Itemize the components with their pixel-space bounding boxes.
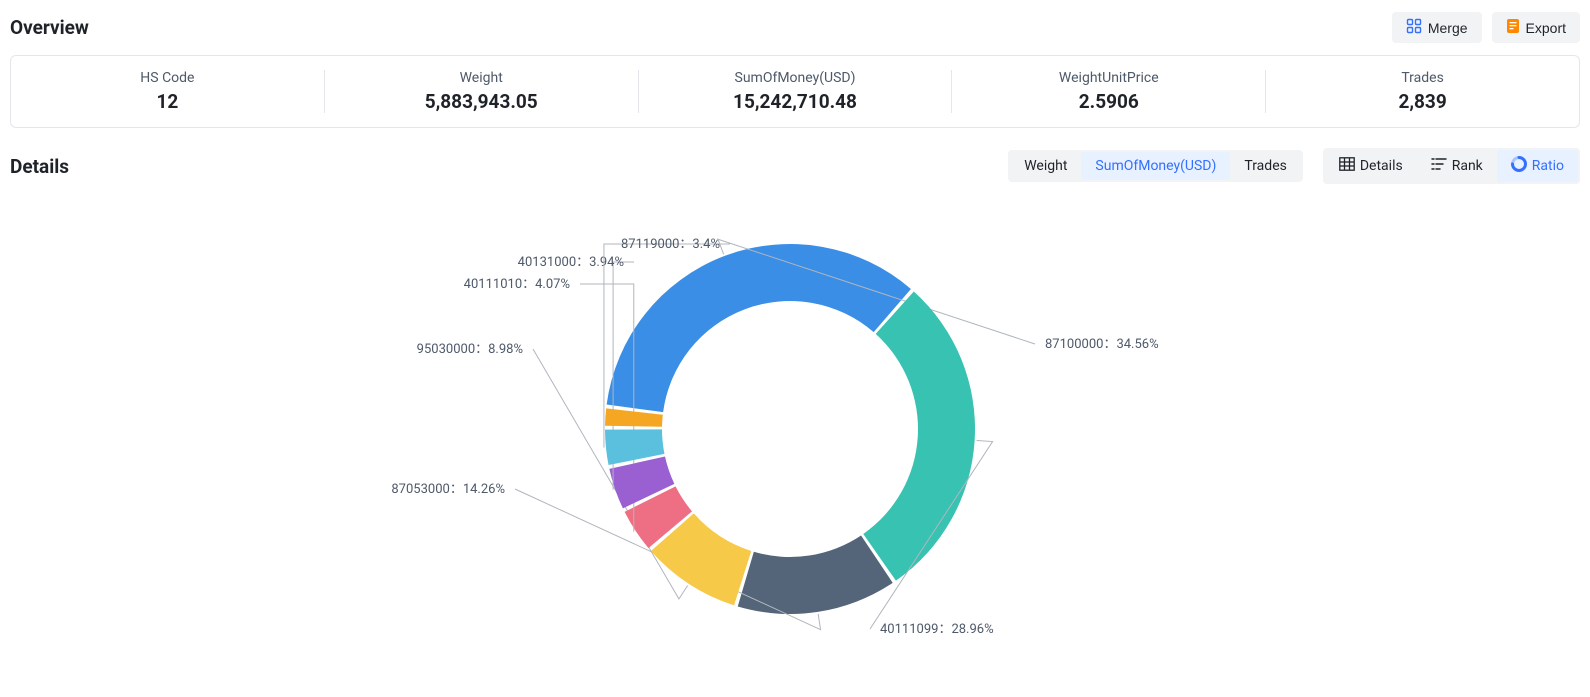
metric-segmented-control: Weight SumOfMoney(USD) Trades bbox=[1008, 150, 1303, 182]
stat-item: SumOfMoney(USD) 15,242,710.48 bbox=[639, 70, 953, 113]
view-tab-rank[interactable]: Rank bbox=[1417, 150, 1497, 182]
seg-label: Ratio bbox=[1532, 158, 1564, 174]
stat-value: 2.5906 bbox=[952, 90, 1265, 113]
view-segmented-control: Details Rank Ratio bbox=[1323, 148, 1580, 184]
donut-slice[interactable] bbox=[607, 244, 911, 412]
stat-value: 15,242,710.48 bbox=[639, 90, 952, 113]
stat-label: Trades bbox=[1266, 70, 1579, 86]
stat-label: Weight bbox=[325, 70, 638, 86]
slice-label: 87053000：14.26% bbox=[391, 482, 505, 497]
overview-title: Overview bbox=[10, 16, 89, 39]
stat-item: HS Code 12 bbox=[11, 70, 325, 113]
view-tab-details[interactable]: Details bbox=[1325, 150, 1417, 182]
stat-value: 5,883,943.05 bbox=[325, 90, 638, 113]
seg-label: SumOfMoney(USD) bbox=[1095, 158, 1216, 174]
merge-button-label: Merge bbox=[1428, 20, 1468, 36]
overview-stats-card: HS Code 12Weight 5,883,943.05SumOfMoney(US… bbox=[10, 55, 1580, 128]
details-title: Details bbox=[10, 155, 69, 178]
metric-tab-sumofmoney-usd-[interactable]: SumOfMoney(USD) bbox=[1081, 152, 1230, 180]
slice-label: 87100000：34.56% bbox=[1045, 337, 1159, 352]
merge-icon bbox=[1406, 18, 1422, 37]
rank-icon bbox=[1431, 157, 1447, 175]
export-button-label: Export bbox=[1526, 20, 1566, 36]
stat-item: Weight 5,883,943.05 bbox=[325, 70, 639, 113]
slice-label: 40131000：3.94% bbox=[518, 255, 624, 270]
metric-tab-weight[interactable]: Weight bbox=[1010, 152, 1081, 180]
export-button[interactable]: Export bbox=[1492, 12, 1580, 43]
slice-label: 40111099：28.96% bbox=[880, 622, 994, 637]
metric-tab-trades[interactable]: Trades bbox=[1230, 152, 1300, 180]
seg-label: Details bbox=[1360, 158, 1403, 174]
header-actions: Merge Export bbox=[1392, 12, 1580, 43]
details-icon bbox=[1339, 157, 1355, 175]
ratio-icon bbox=[1511, 156, 1527, 176]
view-tab-ratio[interactable]: Ratio bbox=[1497, 150, 1578, 182]
stat-label: WeightUnitPrice bbox=[952, 70, 1265, 86]
stat-item: WeightUnitPrice 2.5906 bbox=[952, 70, 1266, 113]
donut-chart: 87100000：34.56% 40111099：28.96% 87053000：1… bbox=[10, 204, 1580, 654]
export-icon bbox=[1506, 18, 1520, 37]
donut-slice[interactable] bbox=[863, 292, 975, 581]
slice-label: 40111010：4.07% bbox=[464, 277, 570, 292]
stat-label: SumOfMoney(USD) bbox=[639, 70, 952, 86]
seg-label: Weight bbox=[1024, 158, 1067, 174]
stat-value: 12 bbox=[11, 90, 324, 113]
slice-label: 95030000：8.98% bbox=[417, 342, 523, 357]
stat-item: Trades 2,839 bbox=[1266, 70, 1579, 113]
stat-value: 2,839 bbox=[1266, 90, 1579, 113]
seg-label: Trades bbox=[1244, 158, 1286, 174]
details-controls: Weight SumOfMoney(USD) Trades Details Rank R… bbox=[1008, 148, 1580, 184]
merge-button[interactable]: Merge bbox=[1392, 12, 1482, 43]
stat-label: HS Code bbox=[11, 70, 324, 86]
seg-label: Rank bbox=[1452, 158, 1483, 174]
slice-label: 87119000：3.4% bbox=[621, 237, 720, 252]
